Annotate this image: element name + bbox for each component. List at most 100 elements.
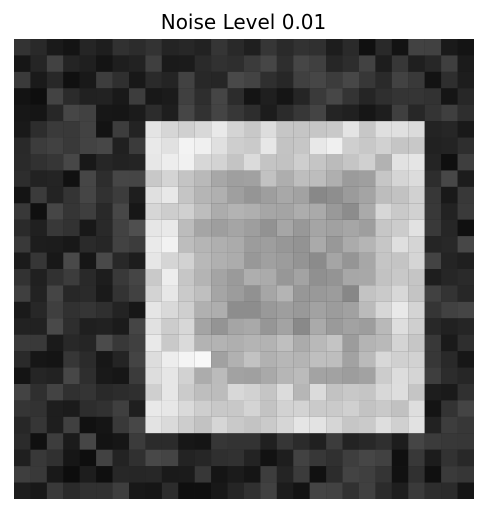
image-pixel [391,433,409,450]
image-pixel [260,88,277,105]
image-pixel [145,252,162,270]
image-pixel [293,39,310,56]
image-pixel [211,252,228,270]
image-pixel [194,416,212,434]
image-pixel [244,367,261,385]
image-pixel [293,433,310,450]
image-pixel [79,154,97,171]
image-pixel [211,88,228,105]
image-pixel [441,71,458,89]
image-pixel [293,203,310,220]
image-pixel [342,236,360,253]
image-pixel [424,285,442,302]
image-pixel [63,39,80,56]
image-pixel [326,219,343,237]
image-pixel [14,416,31,434]
image-pixel [276,318,294,335]
image-pixel [326,236,343,253]
image-pixel [30,367,47,385]
image-pixel [161,88,179,105]
image-pixel [375,416,392,434]
image-pixel [408,121,425,138]
image-pixel [14,170,31,187]
image-pixel [244,285,261,302]
image-pixel [46,285,64,302]
image-pixel [260,416,277,434]
image-pixel [309,318,327,335]
image-pixel [194,252,212,270]
image-pixel [178,170,195,187]
image-pixel [391,170,409,187]
image-pixel [194,39,212,56]
image-pixel [161,219,179,237]
image-pixel [424,318,442,335]
image-pixel [145,449,162,467]
image-pixel [375,384,392,401]
image-pixel [112,203,130,220]
image-pixel [293,334,310,352]
image-pixel [293,154,310,171]
image-pixel [342,269,360,286]
image-pixel [211,482,228,499]
image-pixel [326,137,343,155]
image-pixel [408,449,425,467]
image-pixel [178,318,195,335]
image-pixel [276,55,294,72]
image-pixel [408,252,425,270]
image-pixel [326,482,343,499]
image-pixel [309,219,327,237]
image-pixel [457,236,474,253]
image-pixel [276,351,294,368]
image-pixel [211,449,228,467]
image-pixel [375,137,392,155]
image-pixel [408,137,425,155]
image-pixel [79,433,97,450]
image-pixel [178,219,195,237]
image-pixel [79,170,97,187]
image-pixel [30,55,47,72]
image-pixel [79,104,97,122]
image-pixel [161,351,179,368]
image-pixel [227,170,245,187]
image-pixel [424,416,442,434]
pixel-grid [14,39,474,499]
image-pixel [293,318,310,335]
image-pixel [244,186,261,204]
image-pixel [424,384,442,401]
image-pixel [408,384,425,401]
image-pixel [342,400,360,417]
image-pixel [227,433,245,450]
image-pixel [178,186,195,204]
image-pixel [342,186,360,204]
image-pixel [244,71,261,89]
image-pixel [309,334,327,352]
image-pixel [441,55,458,72]
image-pixel [375,466,392,483]
image-pixel [211,154,228,171]
image-pixel [457,39,474,56]
image-pixel [326,269,343,286]
image-pixel [227,466,245,483]
image-pixel [441,351,458,368]
image-pixel [342,351,360,368]
image-pixel [211,121,228,138]
image-pixel [161,318,179,335]
image-pixel [441,121,458,138]
image-pixel [14,301,31,319]
image-pixel [178,416,195,434]
image-pixel [408,367,425,385]
image-pixel [326,384,343,401]
image-pixel [63,301,80,319]
image-pixel [63,449,80,467]
image-pixel [342,104,360,122]
image-pixel [30,71,47,89]
image-pixel [129,449,146,467]
image-pixel [408,433,425,450]
image-pixel [227,318,245,335]
image-pixel [441,318,458,335]
image-pixel [63,285,80,302]
image-pixel [441,466,458,483]
image-pixel [391,301,409,319]
image-pixel [30,186,47,204]
image-pixel [227,269,245,286]
